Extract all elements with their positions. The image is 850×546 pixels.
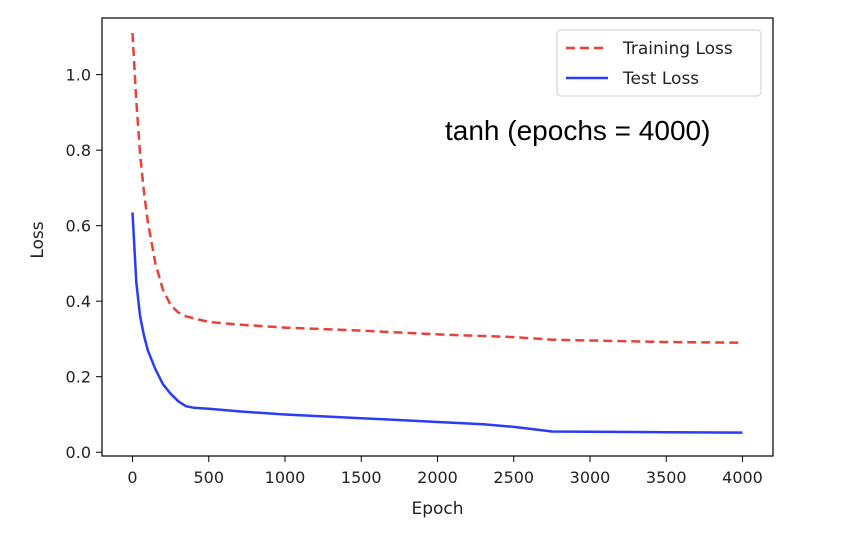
y-axis-label: Loss [28, 221, 48, 258]
series-line-test-loss [131, 212, 743, 434]
legend-box [556, 29, 762, 97]
legend-test-loss-label: Test Loss [622, 69, 699, 89]
legend-training-loss-label: Training Loss [622, 39, 733, 59]
chart-annotation: tanh (epochs = 4000) [445, 115, 710, 146]
x-axis-label: Epoch [411, 499, 463, 519]
x-tick-label: 3500 [646, 468, 687, 487]
x-tick-label: 1000 [265, 468, 306, 487]
y-tick-label: 0.0 [66, 443, 91, 462]
legend: Training Loss Test Loss [556, 29, 762, 97]
x-tick-label: 2500 [493, 468, 534, 487]
series-layer [131, 33, 743, 434]
y-tick-label: 0.8 [66, 141, 91, 160]
x-tick-label: 0 [127, 468, 137, 487]
x-tick-label: 2000 [417, 468, 458, 487]
y-axis-ticks: 0.0 0.2 0.4 0.6 0.8 1.0 [66, 66, 102, 462]
y-tick-label: 1.0 [66, 66, 91, 85]
x-axis-ticks: 0 500 1000 1500 2000 2500 3000 3500 4000 [127, 456, 763, 487]
x-tick-label: 3000 [570, 468, 611, 487]
y-tick-label: 0.6 [66, 217, 91, 236]
x-tick-label: 1500 [341, 468, 382, 487]
y-tick-label: 0.4 [66, 292, 91, 311]
y-tick-label: 0.2 [66, 368, 91, 387]
x-tick-label: 500 [193, 468, 224, 487]
series-line-training-loss [131, 33, 743, 344]
x-tick-label: 4000 [722, 468, 763, 487]
